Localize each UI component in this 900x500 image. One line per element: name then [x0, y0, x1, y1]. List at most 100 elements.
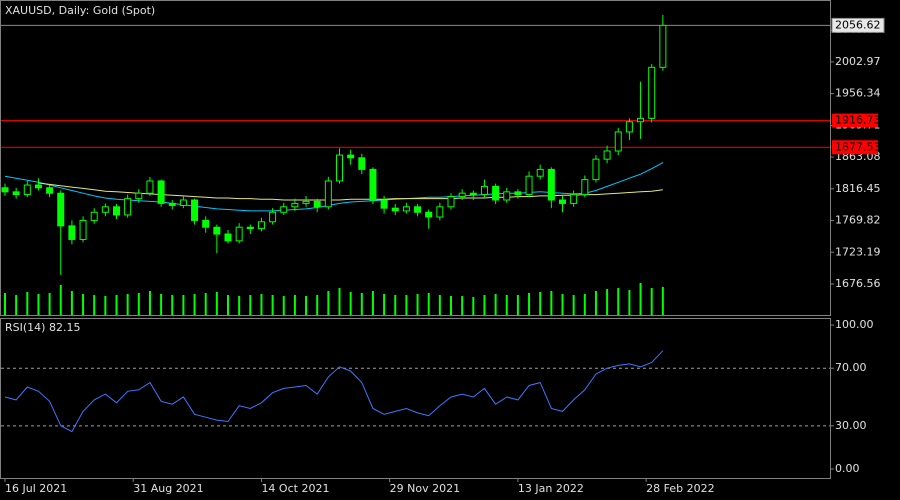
volume-bar — [639, 283, 642, 315]
volume-bar — [650, 288, 653, 315]
volume-bar — [450, 296, 452, 315]
candle-body — [536, 168, 544, 177]
volume-bar — [93, 295, 96, 315]
candle-body — [614, 131, 622, 152]
candle-body — [380, 199, 388, 209]
candle-body — [280, 206, 288, 213]
candle-body — [257, 221, 265, 230]
volume-bar — [349, 292, 352, 315]
candle-body — [12, 191, 20, 196]
volume-bar — [260, 294, 263, 315]
volume-bar — [438, 295, 441, 315]
candle-body — [23, 184, 31, 196]
candle-body — [425, 211, 433, 218]
candle-body — [447, 196, 455, 208]
volume-bar — [316, 295, 319, 315]
candle-body — [503, 191, 511, 201]
volume-bar — [305, 296, 308, 315]
volume-bar — [182, 295, 185, 315]
volume-bar — [4, 293, 6, 315]
volume-bar — [583, 294, 586, 315]
volume-bar — [461, 296, 464, 315]
volume-bar — [160, 294, 163, 315]
volume-bar — [249, 295, 252, 315]
candle-body — [637, 117, 645, 123]
candle-body — [414, 206, 422, 213]
x-tick-label: 31 Aug 2021 — [133, 482, 203, 495]
candle-body — [101, 206, 109, 213]
volume-bar — [171, 295, 174, 315]
candle-body — [224, 233, 232, 242]
candle-body — [581, 179, 589, 196]
candle-body — [592, 158, 600, 181]
candle-body — [347, 154, 355, 159]
volume-bar — [561, 294, 564, 315]
volume-bar — [617, 288, 620, 315]
volume-bar — [405, 295, 408, 315]
volume-bar — [37, 294, 40, 315]
volume-bar — [215, 292, 218, 315]
x-tick-label: 16 Jul 2021 — [5, 482, 67, 495]
rsi-title: RSI(14) 82.15 — [5, 321, 80, 334]
x-tick-label: 13 Jan 2022 — [518, 482, 584, 495]
volume-bar — [238, 296, 241, 315]
candle-body — [135, 192, 143, 200]
volume-bar — [505, 295, 508, 315]
candle-body — [436, 206, 444, 218]
volume-bar — [472, 297, 475, 315]
volume-bar — [394, 295, 397, 315]
volume-bar — [360, 293, 363, 315]
candle-body — [168, 202, 176, 206]
candle-body — [157, 180, 165, 204]
volume-bar — [661, 287, 664, 315]
rsi-panel-frame — [0, 318, 831, 479]
candle-body — [269, 211, 277, 223]
volume-bar — [282, 296, 285, 315]
rsi-tick-label: 100.00 — [835, 318, 874, 331]
candle-body — [547, 168, 555, 201]
candle-body — [57, 192, 65, 227]
candle-body — [648, 66, 656, 119]
y-tick-label: 2002.97 — [835, 55, 881, 68]
candle-body — [570, 194, 578, 204]
candle-body — [302, 200, 310, 204]
volume-bar — [516, 295, 519, 315]
volume-bar — [494, 294, 497, 315]
volume-bar — [550, 291, 553, 315]
candle-body — [246, 226, 254, 230]
rsi-tick-label: 30.00 — [835, 419, 867, 432]
candle-body — [213, 226, 221, 235]
chart-title: XAUUSD, Daily: Gold (Spot) — [5, 4, 155, 17]
candle-body — [480, 185, 488, 196]
y-tick-label: 1769.82 — [835, 214, 881, 227]
volume-bar — [26, 292, 29, 315]
volume-bar — [628, 290, 631, 315]
candle-body — [336, 154, 343, 182]
candle-body — [458, 192, 466, 198]
volume-bar — [271, 295, 274, 315]
current-price-box — [831, 17, 885, 33]
y-tick-label: 1723.19 — [835, 245, 881, 258]
candle-body — [313, 200, 321, 208]
candle-body — [358, 157, 366, 170]
candle-body — [369, 168, 377, 201]
main-panel-frame — [0, 0, 831, 316]
volume-bar — [371, 291, 374, 315]
volume-bar — [48, 293, 51, 315]
moving-average-line — [38, 182, 663, 201]
y-tick-label: 1816.45 — [835, 182, 881, 195]
volume-bar — [59, 285, 62, 315]
candle-body — [291, 202, 299, 208]
candle-body — [191, 199, 199, 221]
candle-body — [625, 121, 633, 133]
x-tick-label: 28 Feb 2022 — [646, 482, 714, 495]
level-price-label: 1916.73 — [835, 114, 881, 127]
volume-bar — [539, 292, 542, 315]
candle-body — [469, 192, 477, 196]
volume-bar — [483, 295, 486, 315]
candle-body — [34, 184, 42, 189]
volume-bar — [15, 295, 18, 315]
volume-bar — [193, 294, 196, 315]
